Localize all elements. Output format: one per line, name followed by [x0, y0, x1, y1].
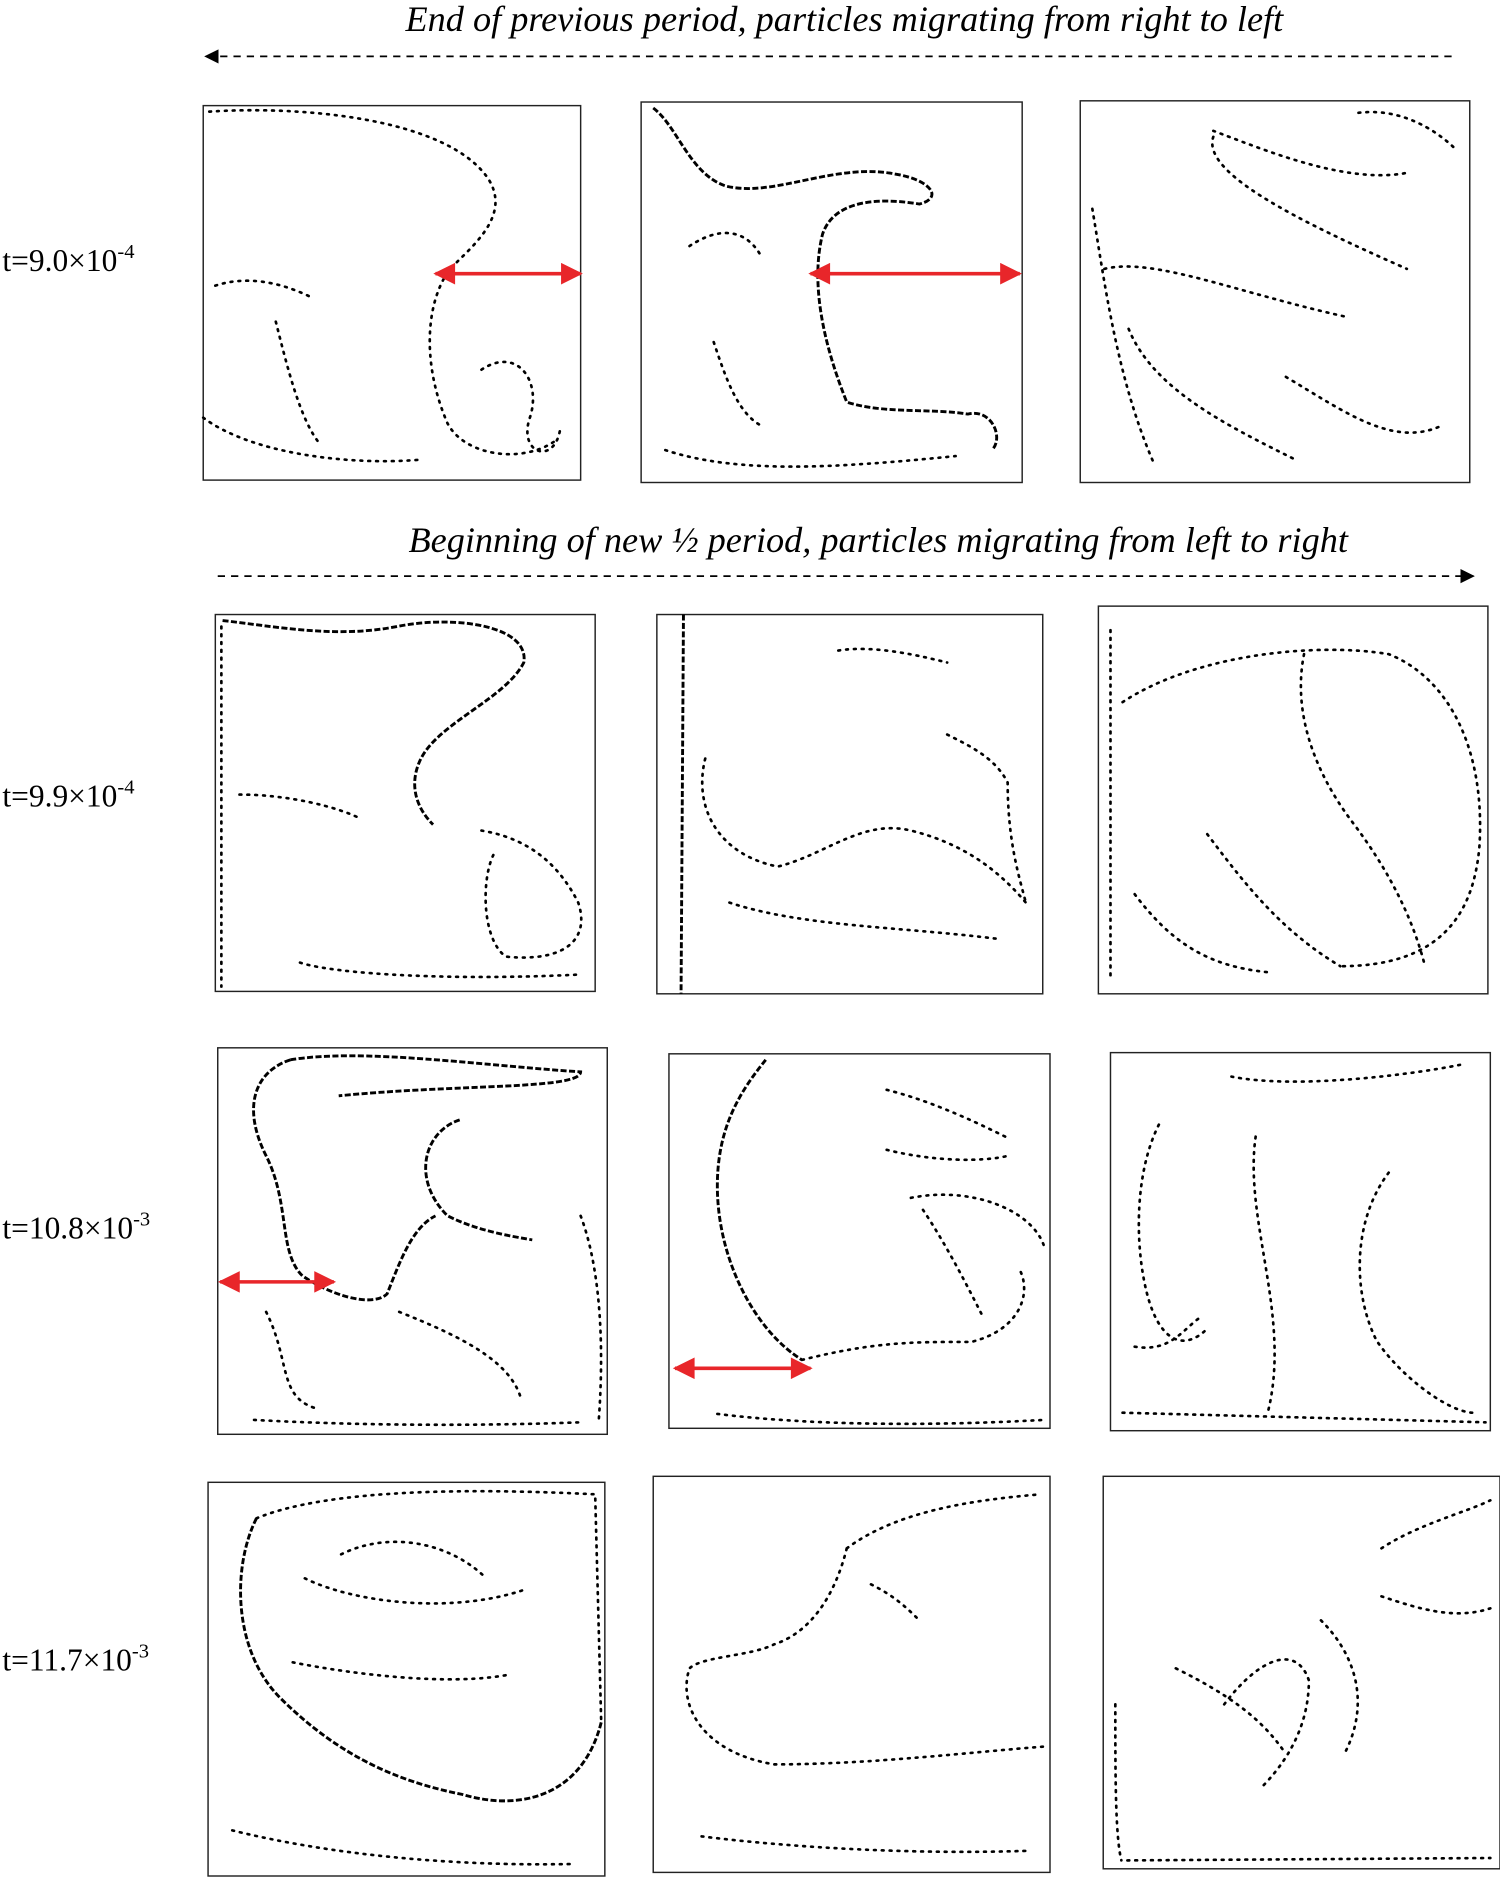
time-prefix: t=9.9×10	[2, 779, 117, 814]
time-prefix: t=9.0×10	[2, 243, 117, 278]
time-label: t=11.7×10-3	[2, 1641, 149, 1678]
time-label: t=9.0×10-4	[2, 241, 134, 278]
time-label: t=9.9×10-4	[2, 776, 134, 813]
time-exponent: -4	[117, 776, 134, 798]
panel	[1097, 605, 1489, 995]
panel	[214, 613, 596, 993]
panel	[640, 101, 1023, 484]
panel	[217, 1047, 608, 1436]
panel	[652, 1475, 1051, 1874]
panel	[1079, 100, 1471, 484]
time-prefix: t=11.7×10	[2, 1643, 131, 1678]
caption-top: End of previous period, particles migrat…	[404, 0, 1284, 39]
time-label: t=10.8×10-3	[2, 1209, 150, 1246]
panel	[201, 104, 582, 481]
panel	[668, 1053, 1051, 1430]
time-exponent: -3	[132, 1641, 149, 1663]
panel	[1102, 1475, 1500, 1870]
time-exponent: -4	[117, 241, 134, 263]
panel	[207, 1481, 606, 1877]
panel	[1109, 1051, 1492, 1432]
time-prefix: t=10.8×10	[2, 1211, 133, 1246]
caption-middle: Beginning of new ½ period, particles mig…	[408, 520, 1348, 560]
time-exponent: -3	[133, 1209, 150, 1231]
panel	[656, 613, 1044, 995]
